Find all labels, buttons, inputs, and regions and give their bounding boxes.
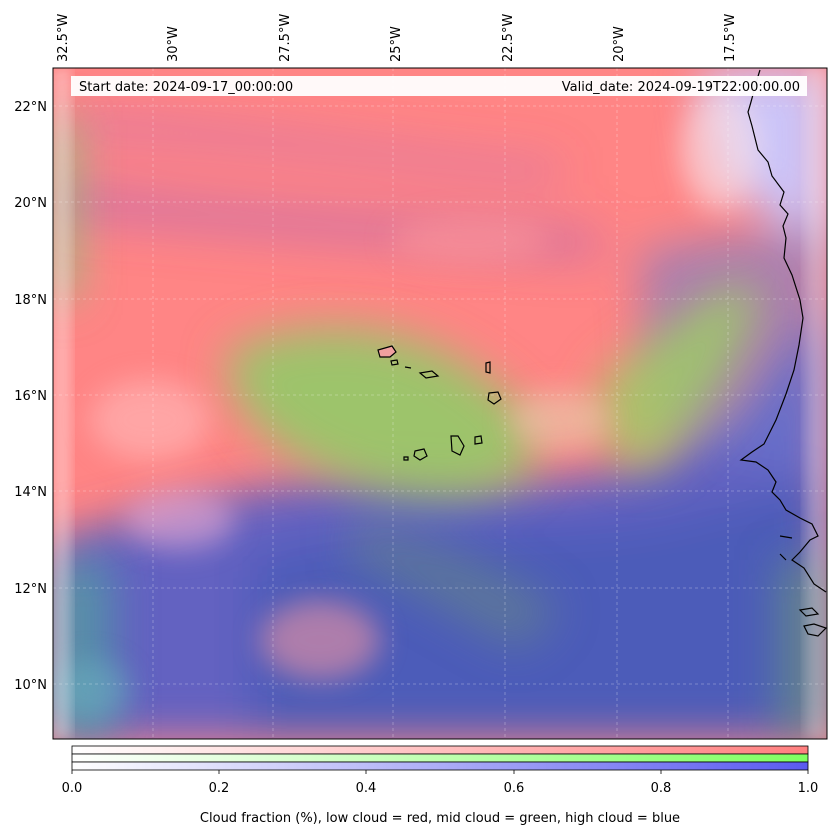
colorbar-label: Cloud fraction (%), low cloud = red, mid… [200, 811, 680, 826]
colorbar-tick-1: 0.2 [209, 781, 230, 796]
lon-label-27-5w: 27.5°W [278, 14, 293, 62]
colorbar-tick-2: 0.4 [356, 781, 377, 796]
lat-label-22n: 22°N [14, 100, 47, 115]
colorbar: 0.0 0.2 0.4 0.6 0.8 1.0 Cloud fraction (… [62, 745, 819, 826]
latitude-labels: 22°N 20°N 18°N 16°N 14°N 12°N 10°N [14, 100, 47, 693]
cape-verde-islands [377, 345, 502, 461]
lon-label-22-5w: 22.5°W [501, 14, 516, 62]
colorbar-high-cloud [71, 761, 809, 771]
lat-label-18n: 18°N [14, 293, 47, 308]
lat-label-16n: 16°N [14, 389, 47, 404]
lon-label-25w: 25°W [389, 26, 404, 62]
start-date-label: Start date: 2024-09-17_00:00:00 [79, 80, 293, 95]
longitude-labels: 32.5°W 30°W 27.5°W 25°W 22.5°W 20°W 17.5… [56, 14, 738, 62]
graticule [53, 68, 827, 739]
lat-label-20n: 20°N [14, 196, 47, 211]
colorbar-low-cloud [71, 745, 809, 755]
low-cloud-texture [53, 90, 760, 720]
colorbar-tick-4: 0.8 [651, 781, 672, 796]
colorbar-tick-5: 1.0 [798, 781, 819, 796]
west-africa-coastline [739, 69, 827, 637]
colorbar-tick-0: 0.0 [62, 781, 83, 796]
lat-label-12n: 12°N [14, 582, 47, 597]
colorbar-tick-3: 0.6 [504, 781, 525, 796]
lon-label-32-5w: 32.5°W [56, 14, 71, 62]
valid-date-label: Valid_date: 2024-09-19T22:00:00.00 [562, 80, 800, 95]
lat-label-10n: 10°N [14, 678, 47, 693]
lon-label-17-5w: 17.5°W [723, 14, 738, 62]
colorbar-mid-cloud [71, 753, 809, 763]
lon-label-30w: 30°W [166, 26, 181, 62]
date-header-background [71, 76, 807, 96]
map-frame [52, 67, 828, 740]
lat-label-14n: 14°N [14, 485, 47, 500]
lon-label-20w: 20°W [612, 26, 627, 62]
map-panel: Start date: 2024-09-17_00:00:00 Valid_da… [53, 68, 827, 739]
